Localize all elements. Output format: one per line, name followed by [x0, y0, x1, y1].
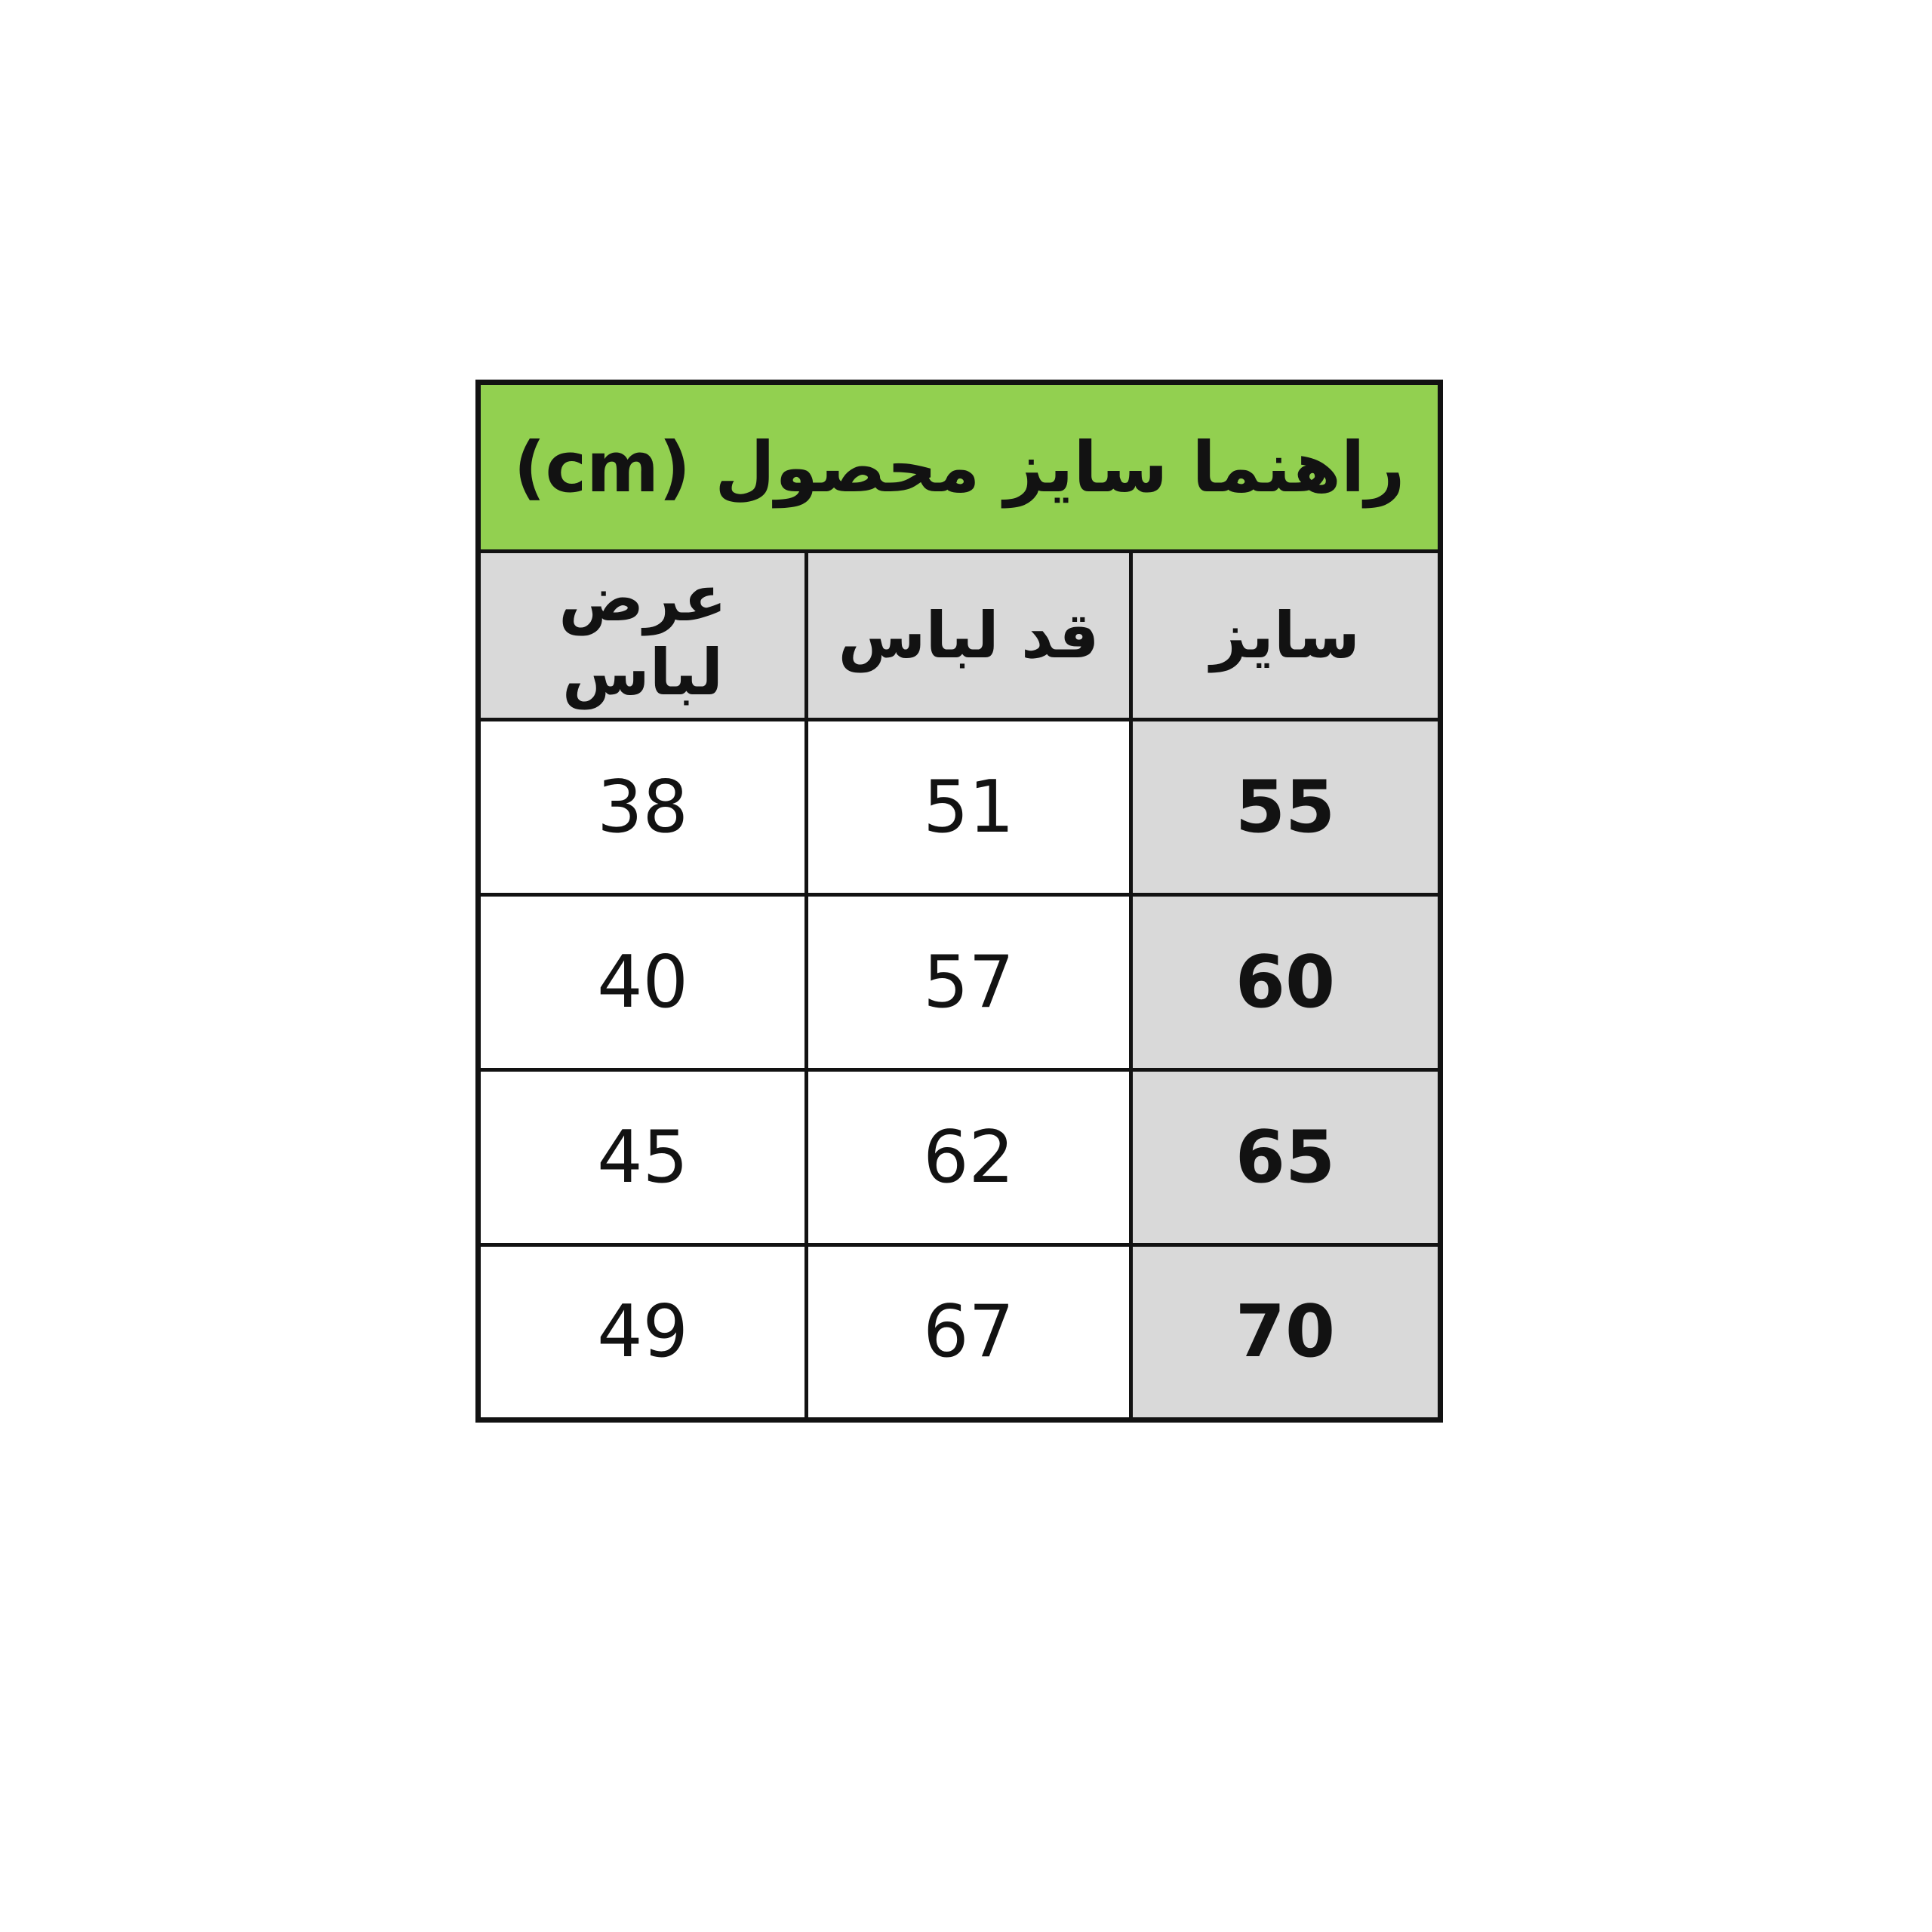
garment-width-value: 49 — [475, 1243, 809, 1422]
table-row: 60 57 40 — [475, 893, 1443, 1072]
table-title: راهنما سایز محصول (cm) — [475, 380, 1443, 553]
table-header-row: سایز قد لباس عرض لباس — [475, 549, 1443, 721]
table-row: 55 51 38 — [475, 718, 1443, 897]
size-value: 55 — [1129, 718, 1443, 897]
size-value: 70 — [1129, 1243, 1443, 1422]
garment-length-value: 57 — [804, 893, 1134, 1072]
table-title-row: راهنما سایز محصول (cm) — [475, 380, 1443, 553]
size-value: 60 — [1129, 893, 1443, 1072]
garment-length-value: 62 — [804, 1068, 1134, 1247]
garment-length-value: 51 — [804, 718, 1134, 897]
garment-length-value: 67 — [804, 1243, 1134, 1422]
column-header-garment-width: عرض لباس — [475, 549, 809, 721]
size-value: 65 — [1129, 1068, 1443, 1247]
garment-width-value: 40 — [475, 893, 809, 1072]
table-row: 65 62 45 — [475, 1068, 1443, 1247]
table-row: 70 67 49 — [475, 1243, 1443, 1422]
garment-width-value: 45 — [475, 1068, 809, 1247]
column-header-size: سایز — [1129, 549, 1443, 721]
column-header-garment-length: قد لباس — [804, 549, 1134, 721]
garment-width-value: 38 — [475, 718, 809, 897]
size-guide-table: راهنما سایز محصول (cm) سایز قد لباس عرض … — [475, 380, 1444, 1423]
